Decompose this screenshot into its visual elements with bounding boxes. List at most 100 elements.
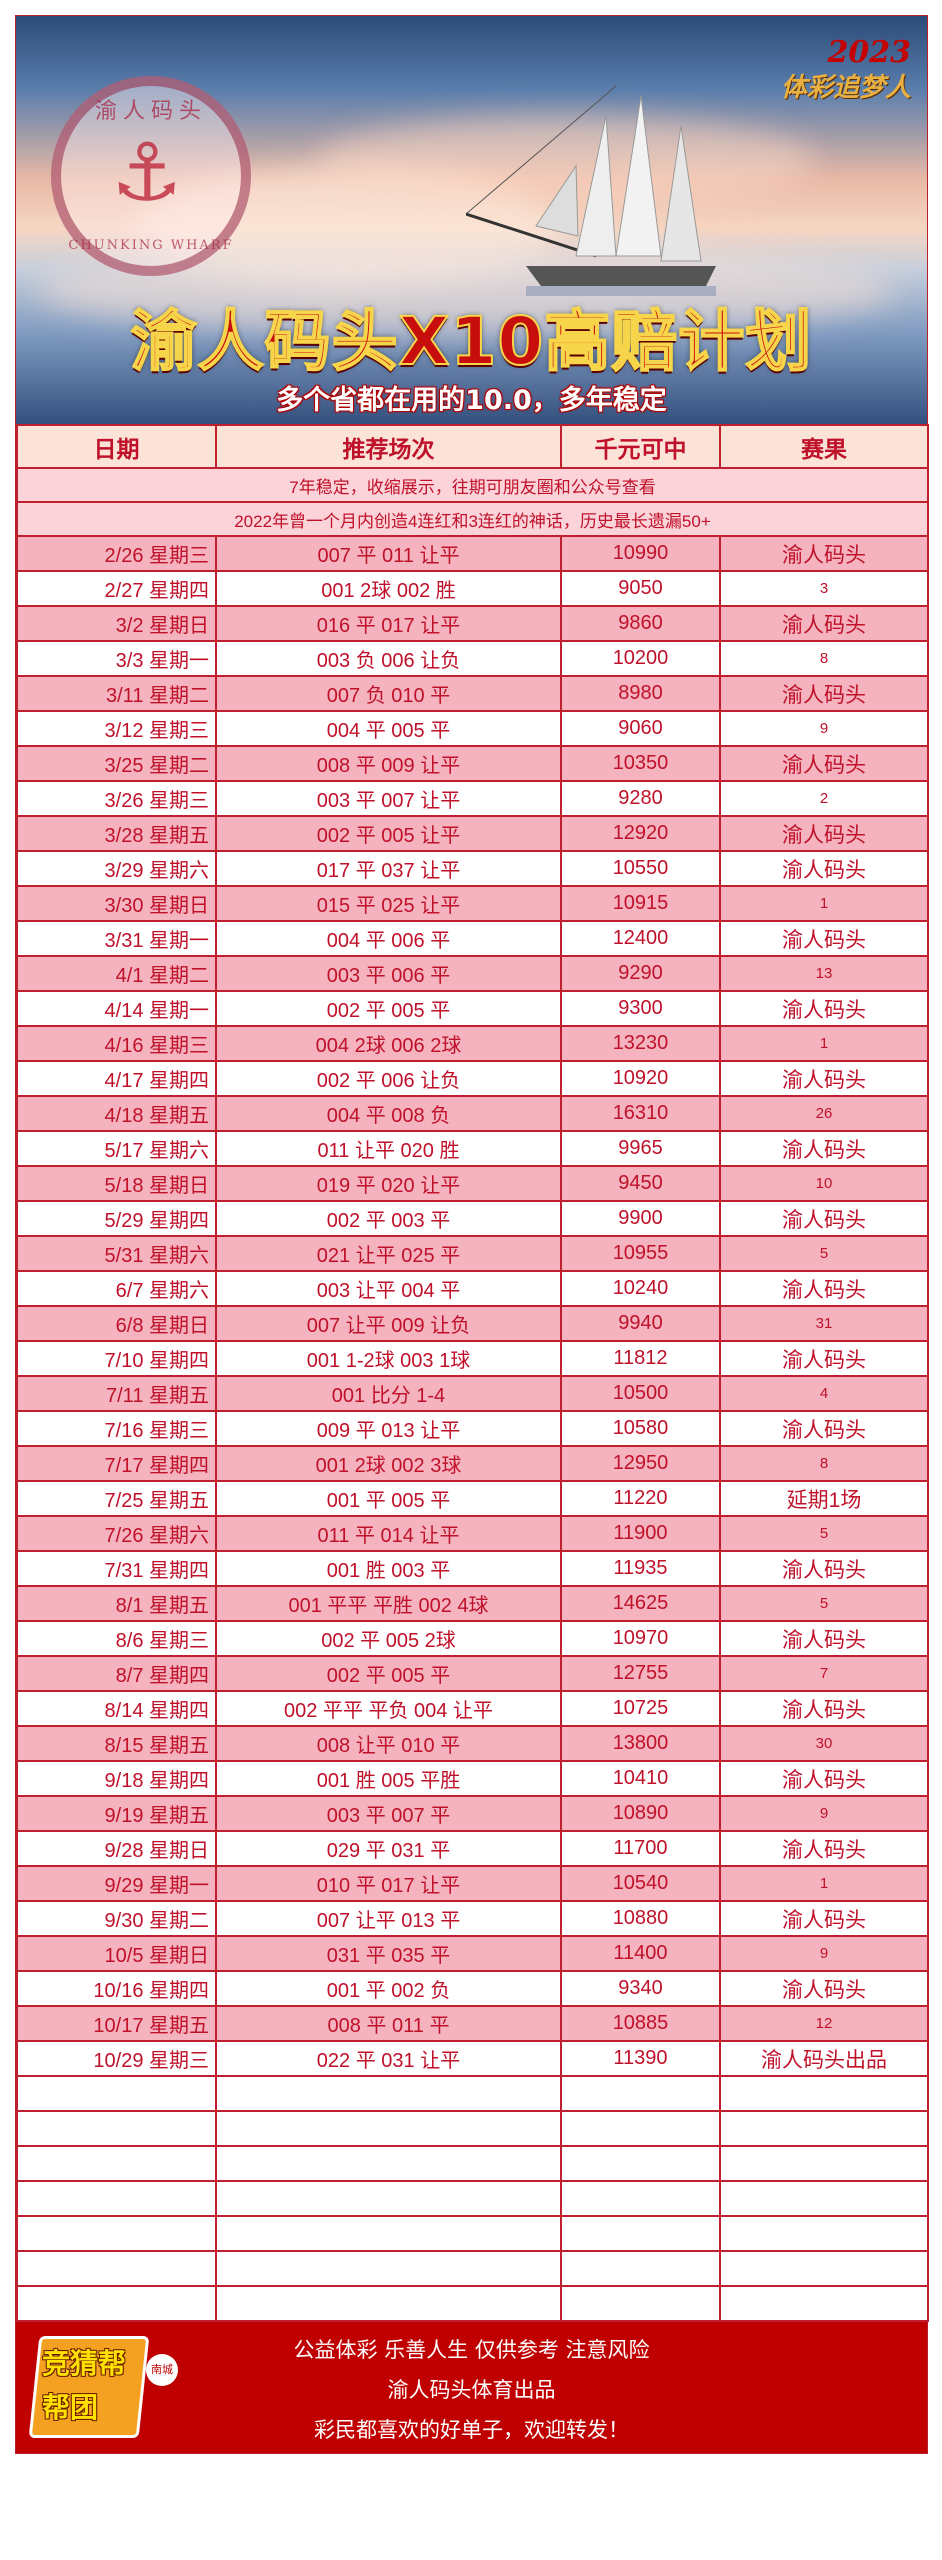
pick-cell: 003 平 007 平 xyxy=(215,1795,562,1832)
result-cell: 1 xyxy=(719,1025,929,1062)
payout-cell: 13230 xyxy=(560,1025,721,1062)
table-row: 7/10 星期四 001 1-2球 003 1球 11812 渝人码头 xyxy=(16,1340,929,1377)
payout-cell: 12950 xyxy=(560,1445,721,1482)
pick-cell: 004 平 006 平 xyxy=(215,920,562,957)
date-cell: 5/18 星期日 xyxy=(16,1165,217,1202)
date-cell: 9/18 星期四 xyxy=(16,1760,217,1797)
result-cell: 渝人码头 xyxy=(719,1970,929,2007)
pick-cell: 004 平 008 负 xyxy=(215,1095,562,1132)
pick-cell: 029 平 031 平 xyxy=(215,1830,562,1867)
table-row: 10/16 星期四 001 平 002 负 9340 渝人码头 xyxy=(16,1970,929,2007)
pick-cell: 001 平 005 平 xyxy=(215,1480,562,1517)
date-cell: 9/28 星期日 xyxy=(16,1830,217,1867)
empty-row xyxy=(16,2180,929,2217)
pick-cell: 003 负 006 让负 xyxy=(215,640,562,677)
date-cell: 3/25 星期二 xyxy=(16,745,217,782)
empty-cell xyxy=(16,2250,217,2287)
header-result: 赛果 xyxy=(719,424,929,469)
table-row: 8/7 星期四 002 平 005 平 12755 7 xyxy=(16,1655,929,1692)
footer-line: 渝人码头体育出品 xyxy=(387,2378,556,2402)
pick-cell: 002 平 003 平 xyxy=(215,1200,562,1237)
header-payout: 千元可中 xyxy=(560,424,721,469)
empty-row xyxy=(16,2110,929,2147)
pick-cell: 002 平 005 让平 xyxy=(215,815,562,852)
result-cell: 9 xyxy=(719,710,929,747)
pick-cell: 003 平 007 让平 xyxy=(215,780,562,817)
table-row: 8/14 星期四 002 平平 平负 004 让平 10725 渝人码头 xyxy=(16,1690,929,1727)
payout-cell: 11400 xyxy=(560,1935,721,1972)
result-cell: 渝人码头 xyxy=(719,1760,929,1797)
empty-cell xyxy=(215,2285,562,2322)
footer-line: 彩民都喜欢的好单子，欢迎转发！ xyxy=(314,2418,629,2442)
result-cell: 渝人码头 xyxy=(719,1340,929,1377)
pick-cell: 004 平 005 平 xyxy=(215,710,562,747)
date-cell: 3/26 星期三 xyxy=(16,780,217,817)
table-row: 7/26 星期六 011 平 014 让平 11900 5 xyxy=(16,1515,929,1552)
table-row: 3/29 星期六 017 平 037 让平 10550 渝人码头 xyxy=(16,850,929,887)
payout-cell: 9900 xyxy=(560,1200,721,1237)
empty-row xyxy=(16,2285,929,2322)
table-row: 4/1 星期二 003 平 006 平 9290 13 xyxy=(16,955,929,992)
pick-cell: 015 平 025 让平 xyxy=(215,885,562,922)
payout-cell: 9060 xyxy=(560,710,721,747)
table-header: 日期 推荐场次 千元可中 赛果 xyxy=(16,424,929,469)
empty-cell xyxy=(215,2110,562,2147)
date-cell: 6/8 星期日 xyxy=(16,1305,217,1342)
badge-small-label: 南城 xyxy=(146,2354,178,2386)
banner: 渝人码头 ⚓ CHUNKING WHARF 2023 体彩追梦人 渝人码头X10… xyxy=(16,16,927,424)
date-cell: 10/17 星期五 xyxy=(16,2005,217,2042)
pick-cell: 001 平平 平胜 002 4球 xyxy=(215,1585,562,1622)
table-row: 3/30 星期日 015 平 025 让平 10915 1 xyxy=(16,885,929,922)
pick-cell: 008 让平 010 平 xyxy=(215,1725,562,1762)
result-cell: 渝人码头 xyxy=(719,745,929,782)
pick-cell: 017 平 037 让平 xyxy=(215,850,562,887)
jingcai-bangbangtuan-badge: 竞猜帮帮团 南城 xyxy=(28,2332,180,2442)
table-row: 8/6 星期三 002 平 005 2球 10970 渝人码头 xyxy=(16,1620,929,1657)
table-row: 4/18 星期五 004 平 008 负 16310 26 xyxy=(16,1095,929,1132)
result-cell: 渝人码头 xyxy=(719,1830,929,1867)
table-row: 3/3 星期一 003 负 006 让负 10200 8 xyxy=(16,640,929,677)
empty-row xyxy=(16,2075,929,2112)
date-cell: 7/17 星期四 xyxy=(16,1445,217,1482)
chunking-wharf-logo: 渝人码头 ⚓ CHUNKING WHARF xyxy=(51,76,251,276)
payout-cell: 11900 xyxy=(560,1515,721,1552)
table-row: 4/14 星期一 002 平 005 平 9300 渝人码头 xyxy=(16,990,929,1027)
date-cell: 9/30 星期二 xyxy=(16,1900,217,1937)
table-row: 3/25 星期二 008 平 009 让平 10350 渝人码头 xyxy=(16,745,929,782)
result-cell: 13 xyxy=(719,955,929,992)
empty-cell xyxy=(16,2075,217,2112)
payout-cell: 8980 xyxy=(560,675,721,712)
table-row: 9/29 星期一 010 平 017 让平 10540 1 xyxy=(16,1865,929,1902)
header-date: 日期 xyxy=(16,424,217,469)
table-row: 6/7 星期六 003 让平 004 平 10240 渝人码头 xyxy=(16,1270,929,1307)
pick-cell: 003 让平 004 平 xyxy=(215,1270,562,1307)
table-row: 3/31 星期一 004 平 006 平 12400 渝人码头 xyxy=(16,920,929,957)
date-cell: 2/26 星期三 xyxy=(16,535,217,572)
table-row: 4/17 星期四 002 平 006 让负 10920 渝人码头 xyxy=(16,1060,929,1097)
pick-cell: 019 平 020 让平 xyxy=(215,1165,562,1202)
payout-cell: 11700 xyxy=(560,1830,721,1867)
date-cell: 3/29 星期六 xyxy=(16,850,217,887)
result-cell: 7 xyxy=(719,1655,929,1692)
empty-cell xyxy=(560,2180,721,2217)
pick-cell: 002 平 005 平 xyxy=(215,1655,562,1692)
result-cell: 30 xyxy=(719,1725,929,1762)
table-row: 9/19 星期五 003 平 007 平 10890 9 xyxy=(16,1795,929,1832)
payout-cell: 11812 xyxy=(560,1340,721,1377)
result-cell: 渝人码头 xyxy=(719,1900,929,1937)
anchor-icon: ⚓ xyxy=(111,126,183,219)
empty-cell xyxy=(560,2215,721,2252)
date-cell: 4/16 星期三 xyxy=(16,1025,217,1062)
banner-subtitle: 多个省都在用的10.0，多年稳定 xyxy=(276,385,667,416)
table-row: 5/17 星期六 011 让平 020 胜 9965 渝人码头 xyxy=(16,1130,929,1167)
empty-cell xyxy=(560,2250,721,2287)
empty-row xyxy=(16,2145,929,2182)
payout-cell: 10990 xyxy=(560,535,721,572)
table-row: 7/25 星期五 001 平 005 平 11220 延期1场 xyxy=(16,1480,929,1517)
empty-cell xyxy=(719,2075,929,2112)
pick-cell: 002 平 005 平 xyxy=(215,990,562,1027)
payout-cell: 11935 xyxy=(560,1550,721,1587)
date-cell: 8/1 星期五 xyxy=(16,1585,217,1622)
table-row: 5/29 星期四 002 平 003 平 9900 渝人码头 xyxy=(16,1200,929,1237)
payout-cell: 10880 xyxy=(560,1900,721,1937)
